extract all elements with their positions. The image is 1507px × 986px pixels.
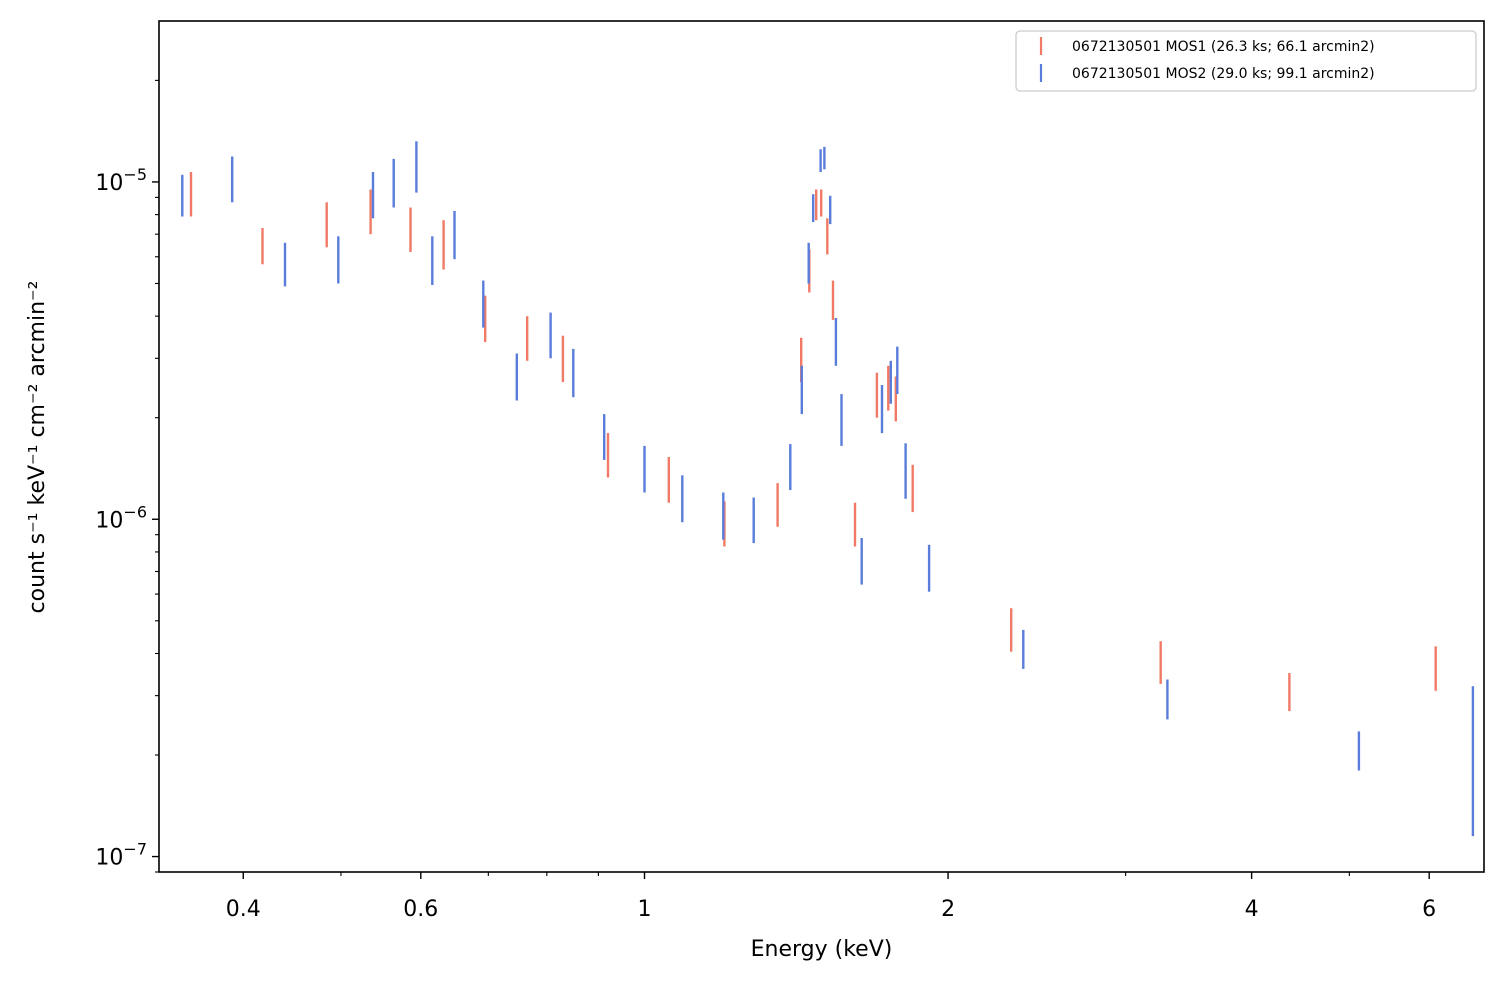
x-tick-label: 1 xyxy=(638,897,652,922)
axis-layer: 0.4 0.6 1 2 4 6 10−7 10−6 10−5 xyxy=(95,79,1436,922)
legend: 0672130501 MOS1 (26.3 ks; 66.1 arcmin2) … xyxy=(1015,30,1477,92)
legend-label-mos1: 0672130501 MOS1 (26.3 ks; 66.1 arcmin2) xyxy=(1072,39,1375,55)
x-axis-label: Energy (keV) xyxy=(751,937,893,962)
data-layer xyxy=(181,141,1475,837)
y-axis-label: count s⁻¹ keV⁻¹ cm⁻² arcmin⁻² xyxy=(25,281,50,614)
x-tick-label: 6 xyxy=(1422,897,1436,922)
legend-box xyxy=(1015,30,1477,92)
y-tick-label: 10−7 xyxy=(95,840,147,871)
x-tick-label: 4 xyxy=(1245,897,1259,922)
series-2 xyxy=(181,141,1475,837)
x-tick-label: 0.6 xyxy=(403,897,438,922)
legend-label-mos2: 0672130501 MOS2 (29.0 ks; 99.1 arcmin2) xyxy=(1072,66,1375,82)
plot-background xyxy=(159,21,1484,872)
y-tick-label: 10−6 xyxy=(95,502,147,533)
y-tick-label: 10−5 xyxy=(95,165,147,196)
x-tick-label: 2 xyxy=(941,897,955,922)
plot-frame xyxy=(158,20,1485,873)
x-tick-label: 0.4 xyxy=(226,897,261,922)
